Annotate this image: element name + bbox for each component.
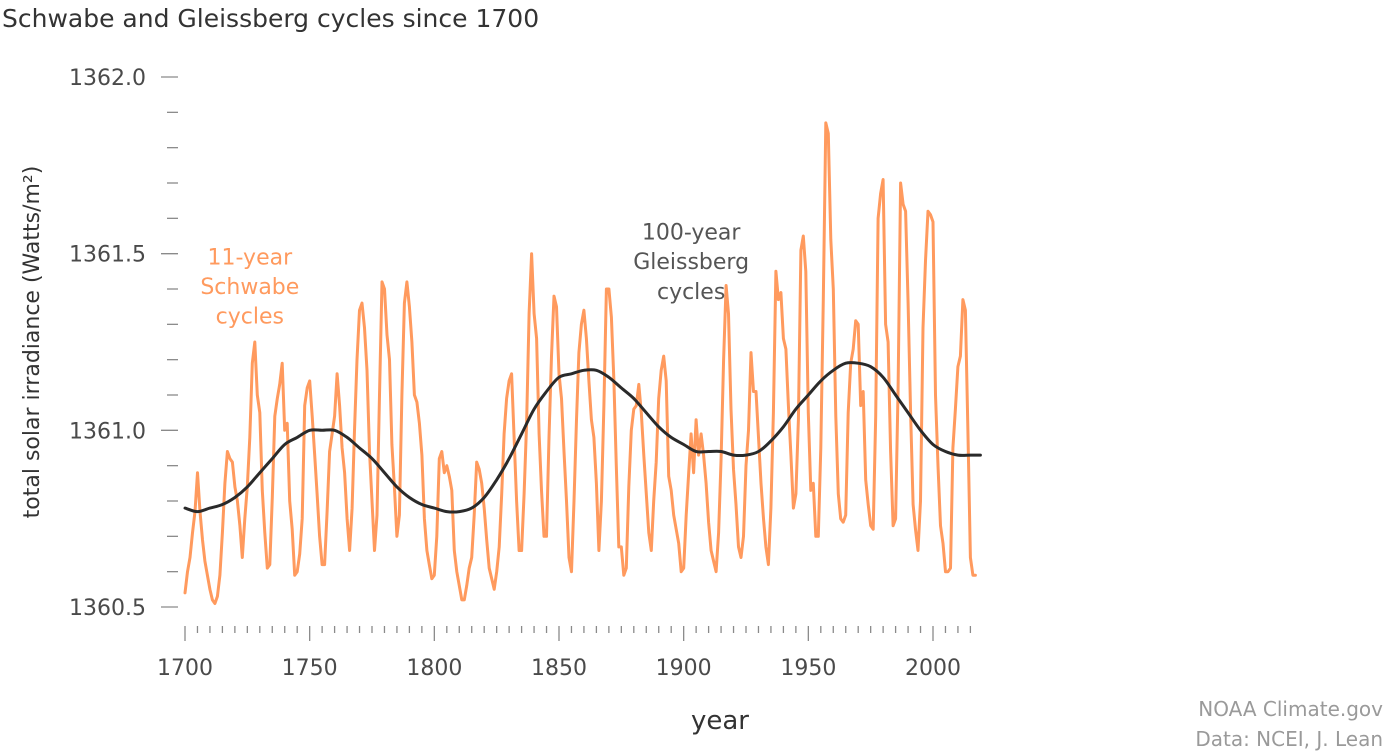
y-axis: 1360.5 1361.0 1361.5 1362.0 — [69, 66, 178, 621]
schwabe-annotation: 11-year Schwabe cycles — [200, 245, 299, 329]
gleissberg-series-line — [183, 361, 982, 514]
x-tick-label: 1800 — [406, 656, 462, 681]
credit-source: NOAA Climate.gov — [1198, 697, 1383, 721]
x-tick-label: 1700 — [157, 656, 213, 681]
y-axis-label: total solar irradiance (Watts/m²) — [20, 166, 45, 519]
chart-title: Schwabe and Gleissberg cycles since 1700 — [2, 4, 539, 33]
annotation-line: 11-year — [208, 245, 294, 270]
x-tick-label: 1950 — [780, 656, 836, 681]
y-tick-label: 1362.0 — [69, 66, 146, 91]
schwabe-series-line — [183, 121, 977, 605]
x-tick-label: 1750 — [282, 656, 338, 681]
annotation-line: cycles — [657, 280, 725, 305]
gleissberg-annotation: 100-year Gleissberg cycles — [633, 221, 749, 305]
y-tick-label: 1361.5 — [69, 243, 146, 268]
annotation-line: 100-year — [642, 221, 742, 246]
x-tick-label: 1850 — [531, 656, 587, 681]
annotation-line: cycles — [216, 305, 284, 330]
credit-data: Data: NCEI, J. Lean — [1195, 727, 1383, 751]
annotation-line: Schwabe — [200, 275, 299, 300]
x-tick-label: 2000 — [905, 656, 961, 681]
y-tick-label: 1361.0 — [69, 419, 146, 444]
x-axis: 1700 1750 1800 1850 1900 1950 2000 — [157, 626, 972, 681]
series-layer — [183, 121, 982, 605]
x-axis-label: year — [691, 706, 749, 736]
y-axis-label-text: total solar irradiance (Watts/m²) — [20, 166, 45, 519]
y-tick-label: 1360.5 — [69, 596, 146, 621]
annotation-line: Gleissberg — [633, 250, 749, 275]
x-tick-label: 1900 — [656, 656, 712, 681]
annotations: 11-year Schwabe cycles 100-year Gleissberg cy… — [200, 221, 749, 330]
